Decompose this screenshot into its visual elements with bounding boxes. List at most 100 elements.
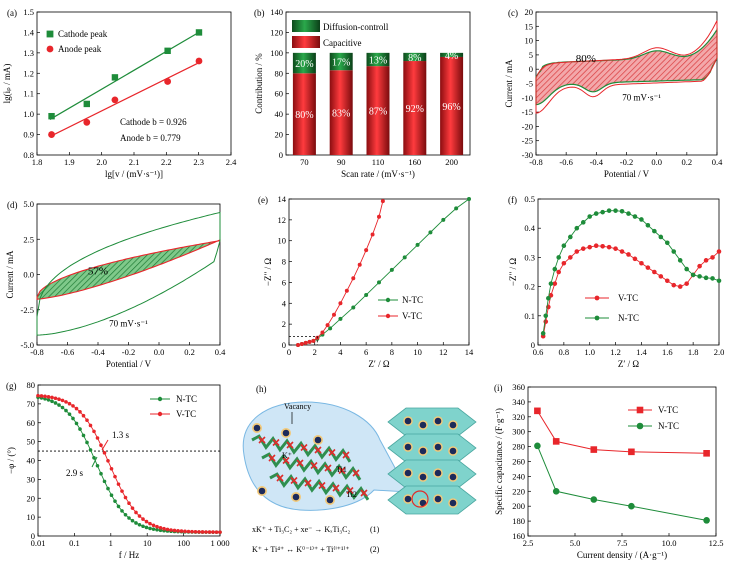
plot-frame (37, 384, 221, 537)
data-point (190, 529, 194, 534)
legend-label: V-TC (618, 293, 638, 303)
ti-atom (296, 459, 304, 467)
annotation: Cathode b = 0.926 (120, 117, 187, 127)
data-point (141, 524, 145, 529)
data-point (574, 225, 580, 231)
data-point (137, 514, 142, 518)
data-point (380, 199, 385, 204)
x-axis-label: Current density / (A·g⁻¹) (577, 550, 667, 560)
y-tick-label: 5.0 (23, 199, 34, 209)
panel-label: (i) (494, 383, 503, 393)
data-point (441, 217, 446, 222)
x-tick-label: -0.2 (122, 347, 135, 357)
data-point (552, 266, 558, 272)
x-tick-label: -0.6 (61, 347, 74, 357)
y-tick-label: 180 (512, 516, 525, 526)
data-point (134, 521, 138, 525)
y-tick-label: 300 (512, 427, 525, 437)
data-point (204, 530, 208, 534)
y-tick-label: 2 (282, 319, 286, 329)
y-tick-label: 260 (512, 457, 525, 467)
label-ti1: Ti1 (336, 465, 347, 474)
y-axis-label: −φ / (°) (6, 447, 16, 474)
data-point (716, 278, 722, 284)
ti-atom (300, 443, 308, 452)
plot-frame (288, 198, 470, 346)
data-point (57, 397, 61, 402)
x-tick-label: 0.6 (533, 347, 544, 357)
bar-label: 96% (442, 102, 460, 113)
data-point (148, 521, 152, 526)
bar-label: 17% (332, 58, 350, 69)
legend-label: V-TC (402, 311, 422, 321)
data-point (179, 529, 184, 533)
data-point (60, 398, 65, 403)
y-axis-label: −Z′′ / Ω (508, 258, 518, 287)
data-point (193, 529, 198, 534)
data-point (71, 416, 75, 421)
data-point (57, 403, 61, 407)
ti-atom (268, 454, 276, 462)
data-point (307, 339, 312, 344)
x-tick-label: -0.6 (559, 157, 572, 167)
data-point (543, 319, 549, 324)
x-tick-label: 0.2 (682, 157, 693, 167)
y-tick-label: 6 (282, 277, 286, 287)
panel-h: (h) Vacancy K⁺ Ti1 Ti2 xK⁺ + Ti₃C₂ + xe⁻ → Kₓ… (242, 384, 477, 554)
x-axis-label: lg[v / (mV·s⁻¹)] (105, 169, 163, 179)
y-tick-label: 0.9 (23, 130, 34, 140)
y-tick-label: 320 (512, 412, 525, 422)
mxene-layer (251, 434, 352, 463)
data-point (543, 313, 549, 319)
equation: K⁺ + Ti⁴⁺ ↔ K⁽ⁱ⁻¹⁾⁺ + Ti⁽ⁱ⁺¹⁾⁺ (252, 545, 350, 554)
data-point (619, 208, 625, 214)
label-vacancy: Vacancy (284, 402, 311, 411)
bar-capacitive (403, 61, 427, 155)
fit-line (49, 62, 199, 138)
legend-marker (385, 313, 391, 319)
data-point (626, 252, 631, 257)
y-tick-label: 1.5 (23, 7, 34, 17)
data-point (71, 404, 75, 408)
data-point (546, 295, 551, 301)
x-tick-label: 7.5 (617, 538, 628, 548)
x-tick-label: 1.9 (64, 157, 75, 167)
data-point (677, 284, 683, 289)
data-point (172, 528, 177, 533)
data-point (218, 530, 222, 534)
y-tick-label: 10 (27, 512, 36, 522)
panel-label: (d) (7, 200, 18, 210)
y-tick-label: 1.0 (23, 109, 34, 119)
y-tick-label: 15 (525, 21, 534, 31)
data-point (716, 249, 722, 254)
y-tick-label: 50 (27, 437, 36, 447)
data-point (99, 443, 103, 448)
ti-atom (258, 436, 266, 444)
y-axis-label: Current / mA (5, 250, 15, 298)
bar-label: 8% (408, 53, 421, 64)
data-point (134, 510, 138, 515)
panel-e: 0 2 4 6 8 10 12 14 0 2 4 6 8 10 12 14 Z′ / Ω −Z′′ / Ω (e) N… (258, 194, 474, 369)
y-tick-label: 70 (27, 399, 36, 409)
data-point (587, 244, 593, 250)
y-tick-label: -15 (522, 107, 533, 117)
x-tick-label: -0.2 (620, 157, 633, 167)
x-tick-label: 0.4 (215, 347, 226, 357)
x-tick-label: 5.0 (570, 538, 581, 548)
data-point (344, 288, 349, 293)
x-tick-label: 2.4 (226, 157, 237, 167)
data-point (684, 266, 689, 272)
equation-number: (2) (370, 545, 380, 554)
legend-marker (157, 396, 163, 402)
x-tick-label: 2.0 (96, 157, 107, 167)
data-point (428, 230, 433, 235)
y-tick-label: 360 (512, 382, 525, 392)
panel-label: (a) (7, 8, 17, 18)
data-point (74, 421, 79, 426)
annotation: Anode b = 0.779 (120, 133, 181, 143)
data-point (548, 281, 554, 286)
data-point (92, 455, 96, 460)
bar-capacitive (366, 66, 390, 155)
data-point (144, 519, 149, 524)
ti-atom (314, 446, 322, 454)
